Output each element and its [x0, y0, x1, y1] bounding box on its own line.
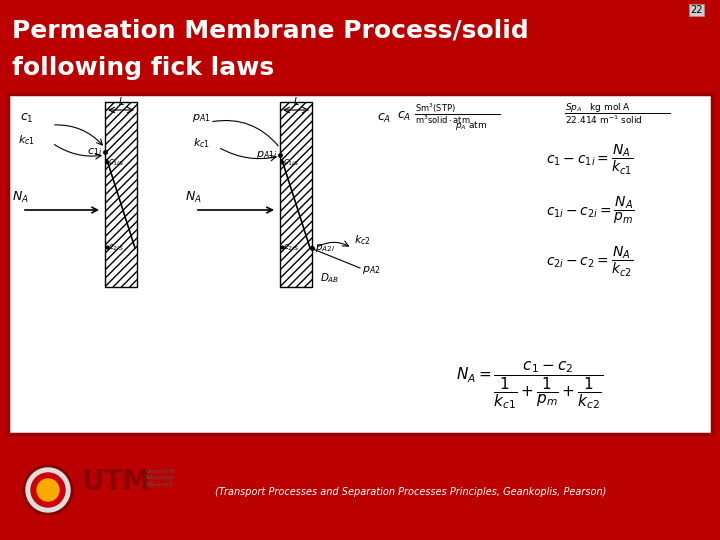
Text: $N_A$: $N_A$ — [185, 190, 202, 205]
Text: $D_{AB}$: $D_{AB}$ — [320, 271, 340, 285]
Text: Gas phase: Gas phase — [256, 301, 336, 315]
Text: $c_1$: $c_1$ — [20, 111, 34, 125]
Text: $Sp_A$   kg mol A: $Sp_A$ kg mol A — [565, 100, 631, 113]
Bar — [280, 102, 312, 287]
Text: Liquid phase: Liquid phase — [71, 301, 171, 315]
Text: $p_{A2i}$: $p_{A2i}$ — [315, 242, 336, 254]
Text: $L$: $L$ — [117, 95, 125, 107]
Text: $p_{A1i}$: $p_{A1i}$ — [256, 149, 277, 161]
Text: Universiti
Teknologi
Malaysia: Universiti Teknologi Malaysia — [145, 469, 175, 487]
Text: $p_A\ \mathrm{atm}$: $p_A\ \mathrm{atm}$ — [455, 118, 487, 132]
Bar — [8, 94, 712, 434]
Bar — [105, 102, 137, 287]
Text: $N_A$: $N_A$ — [12, 190, 29, 205]
Circle shape — [26, 468, 70, 512]
Circle shape — [31, 473, 65, 507]
Text: Permeation Membrane Process/solid: Permeation Membrane Process/solid — [12, 18, 528, 42]
Text: $c_{2iS}$: $c_{2iS}$ — [283, 243, 300, 253]
Text: following fick laws: following fick laws — [12, 56, 274, 80]
Text: UTM: UTM — [82, 468, 151, 496]
Text: $c_A$: $c_A$ — [377, 111, 391, 125]
Text: $c_1 - c_{1i} = \dfrac{N_A}{k_{c1}}$: $c_1 - c_{1i} = \dfrac{N_A}{k_{c1}}$ — [546, 143, 634, 177]
Bar — [280, 102, 312, 287]
Text: $\mathrm{Sm}^3(\mathrm{STP})$: $\mathrm{Sm}^3(\mathrm{STP})$ — [415, 102, 456, 114]
Text: $c_{1i} - c_{2i} = \dfrac{N_A}{p_m}$: $c_{1i} - c_{2i} = \dfrac{N_A}{p_m}$ — [546, 194, 634, 226]
Text: $c_A$: $c_A$ — [397, 110, 411, 123]
Text: $N_A = \dfrac{c_1 - c_2}{\dfrac{1}{k_{c1}} + \dfrac{1}{p_m} + \dfrac{1}{k_{c2}}}: $N_A = \dfrac{c_1 - c_2}{\dfrac{1}{k_{c1… — [456, 359, 604, 411]
Circle shape — [23, 465, 73, 515]
Text: $22.414\ \mathrm{m}^{-1}\ \mathrm{solid}$: $22.414\ \mathrm{m}^{-1}\ \mathrm{solid}… — [565, 114, 643, 126]
Text: $c_{1iS}$: $c_{1iS}$ — [283, 158, 300, 168]
Text: $c_{2iS}$: $c_{2iS}$ — [108, 243, 125, 253]
Bar — [0, 0, 720, 92]
Text: $p_{A1}$: $p_{A1}$ — [192, 112, 211, 124]
Text: $k_{c1}$: $k_{c1}$ — [193, 136, 210, 150]
Text: $c_{1i}$= concentration of A in the fluid just adjacent to the solid: $c_{1i}$= concentration of A in the flui… — [14, 341, 326, 355]
Text: $k_{c1}$: $k_{c1}$ — [18, 133, 35, 147]
Text: $c_{1iS}$= concentration of A in the solid at the surface: $c_{1iS}$= concentration of A in the sol… — [14, 357, 276, 371]
Text: Flux: Flux — [370, 361, 403, 375]
Text: $L$: $L$ — [292, 95, 300, 107]
Bar — [8, 94, 712, 434]
Text: $\mathrm{m}^3\mathrm{solid}\cdot\mathrm{atm}$: $\mathrm{m}^3\mathrm{solid}\cdot\mathrm{… — [415, 114, 470, 126]
Text: (Transport Processes and Separation Processes Principles, Geankoplis, Pearson): (Transport Processes and Separation Proc… — [215, 487, 606, 497]
Text: $k_{c1}$ and $k_{c2}$= mass transfer coefficient (m/s): $k_{c1}$ and $k_{c2}$= mass transfer coe… — [14, 373, 243, 387]
Text: $c_{2i} - c_2 = \dfrac{N_A}{k_{c2}}$: $c_{2i} - c_2 = \dfrac{N_A}{k_{c2}}$ — [546, 245, 634, 279]
Circle shape — [37, 479, 59, 501]
Bar — [105, 102, 137, 287]
Text: $k_{c2}$: $k_{c2}$ — [354, 233, 371, 247]
Text: $p_{A2}$: $p_{A2}$ — [362, 264, 381, 276]
Text: 22: 22 — [690, 5, 703, 15]
Text: $c_{1iS}$: $c_{1iS}$ — [108, 158, 125, 168]
Text: $c_1$= bulk liquid or gas phase concentration of the diffusing solute A (kg mol : $c_1$= bulk liquid or gas phase concentr… — [14, 325, 441, 339]
Text: $c_{1i}$: $c_{1i}$ — [87, 146, 102, 158]
